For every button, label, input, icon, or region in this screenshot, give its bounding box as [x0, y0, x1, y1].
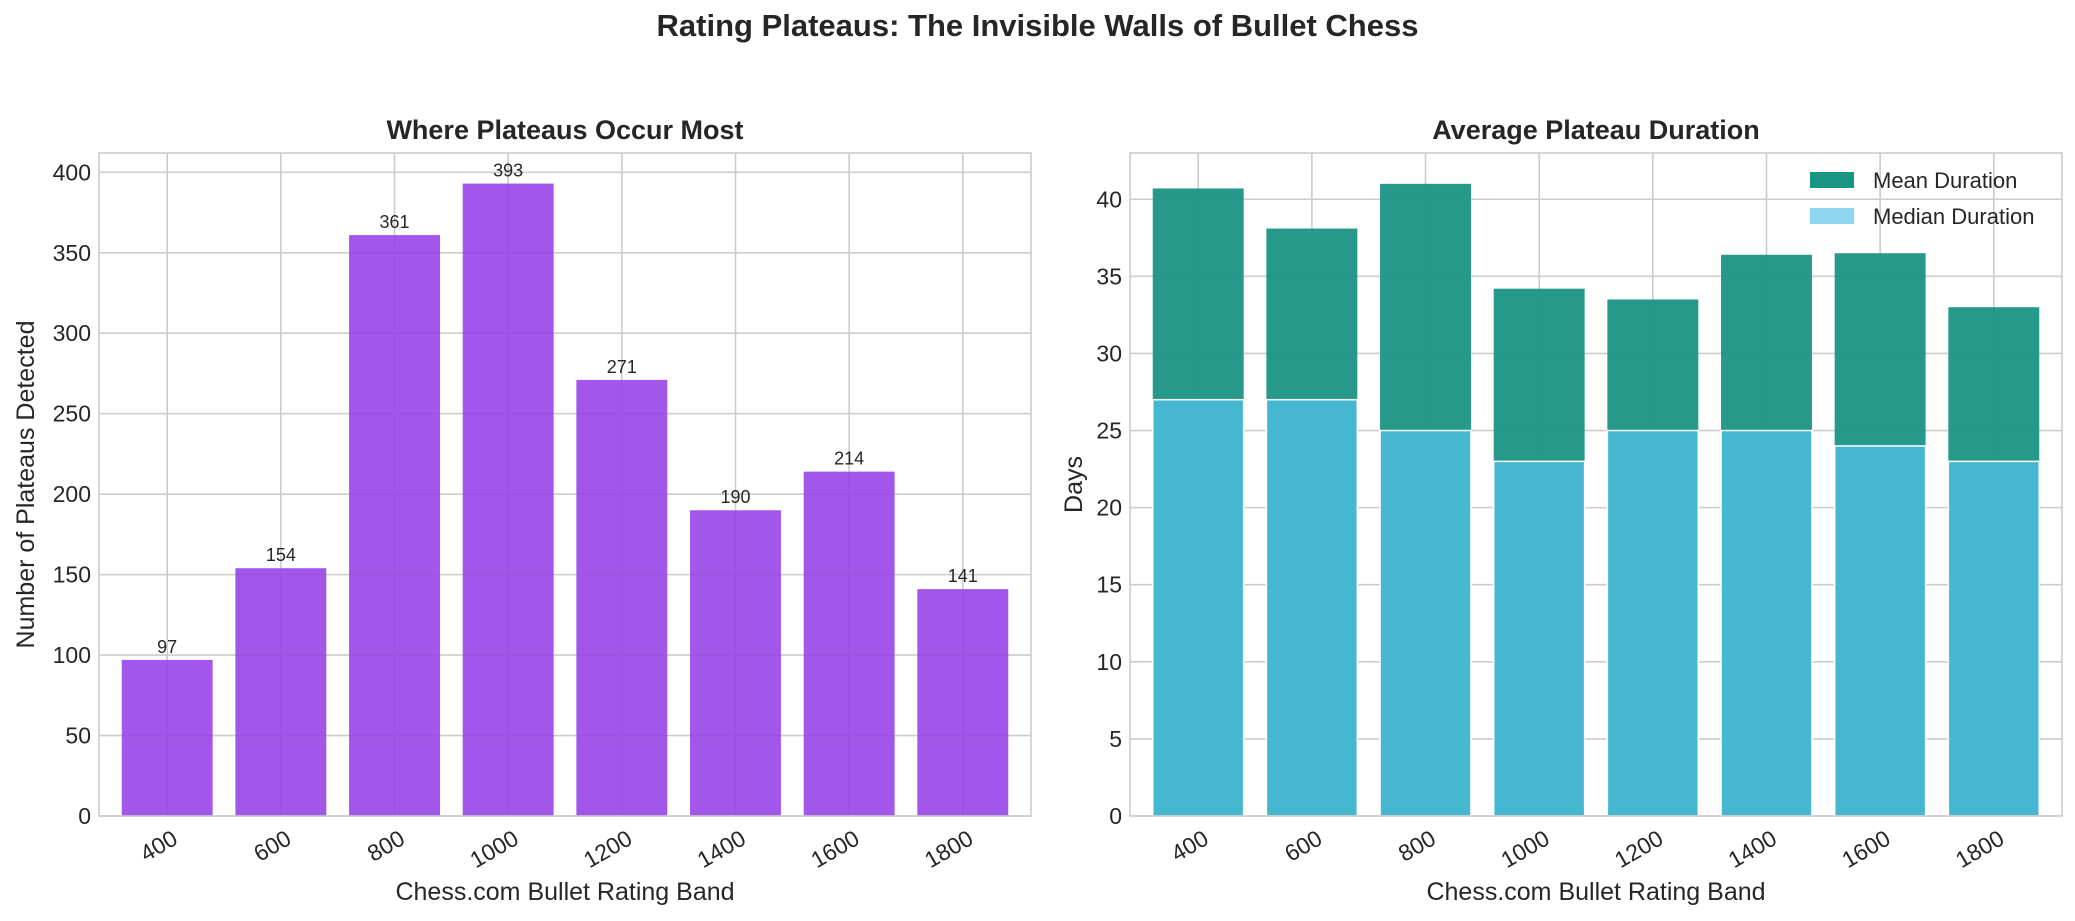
data-label-1800: 141 [948, 566, 978, 586]
median-bar-600 [1265, 398, 1359, 817]
median-bar-1200 [1606, 429, 1700, 817]
x-tick-label-1800: 1800 [1951, 825, 2008, 873]
y-tick-label: 40 [1096, 186, 1122, 212]
bar-1000 [462, 183, 554, 816]
x-axis-label: Chess.com Bullet Rating Band [1426, 878, 1765, 906]
x-tick-label-1600: 1600 [1837, 825, 1894, 873]
chart-title: Where Plateaus Occur Most [386, 115, 743, 145]
x-tick-label-800: 800 [1394, 825, 1440, 867]
chart-panel-2: 0 5 10 15 20 25 30 35 40 400 600 800 1000 1200 1400 160… [1060, 115, 2063, 906]
x-tick-label-600: 600 [249, 825, 295, 867]
x-tick-label-1400: 1400 [1724, 825, 1781, 873]
y-axis-label: Days [1060, 456, 1088, 513]
bar-800 [349, 235, 440, 817]
bar-1600 [803, 471, 895, 816]
y-axis-label: Number of Plateaus Detected [12, 321, 40, 649]
y-tick-label: 250 [53, 401, 91, 427]
median-bar-1400 [1720, 429, 1813, 817]
figure-title: Rating Plateaus: The Invisible Walls of … [656, 8, 1419, 43]
x-tick-label-1200: 1200 [579, 825, 636, 873]
y-tick-label: 400 [53, 159, 91, 185]
bar-1400 [690, 510, 781, 816]
data-label-1000: 393 [493, 161, 523, 181]
y-tick-label: 100 [53, 642, 91, 668]
x-tick-label-400: 400 [1166, 825, 1212, 867]
data-label-400: 97 [157, 637, 177, 657]
bar-600 [235, 568, 327, 816]
median-bar-800 [1379, 429, 1472, 817]
median-bar-1000 [1492, 460, 1586, 817]
bar-400 [121, 659, 213, 816]
bar-1200 [576, 379, 668, 816]
data-label-800: 361 [379, 212, 409, 232]
chart-title: Average Plateau Duration [1432, 115, 1760, 145]
median-bar-1600 [1833, 445, 1927, 817]
y-tick-label: 0 [1109, 803, 1122, 829]
data-label-600: 154 [266, 545, 296, 565]
y-tick-label: 350 [53, 240, 91, 266]
y-tick-label: 10 [1096, 649, 1122, 675]
legend-label-1: Mean Duration [1873, 168, 2017, 193]
y-tick-label: 50 [65, 723, 91, 749]
legend-swatch-2 [1810, 208, 1854, 224]
y-tick-label: 200 [53, 481, 91, 507]
y-tick-label: 20 [1096, 495, 1122, 521]
y-tick-label: 300 [53, 320, 91, 346]
legend-label-2: Median Duration [1873, 204, 2034, 229]
x-tick-label-1000: 1000 [465, 825, 522, 873]
x-tick-label-800: 800 [363, 825, 409, 867]
median-bar-400 [1151, 398, 1245, 817]
y-tick-label: 35 [1096, 263, 1122, 289]
x-tick-label-1200: 1200 [1610, 825, 1667, 873]
axes-frame [98, 152, 1032, 817]
data-label-1200: 271 [607, 357, 637, 377]
x-tick-label-1800: 1800 [920, 825, 977, 873]
x-tick-label-1600: 1600 [806, 825, 863, 873]
median-bar-1800 [1947, 460, 2041, 817]
bar-1800 [917, 589, 1009, 816]
y-tick-label: 30 [1096, 340, 1122, 366]
x-tick-label-1400: 1400 [693, 825, 750, 873]
data-label-1400: 190 [720, 487, 750, 507]
x-tick-label-600: 600 [1280, 825, 1326, 867]
y-tick-label: 15 [1096, 572, 1122, 598]
x-axis-label: Chess.com Bullet Rating Band [395, 878, 734, 906]
y-tick-label: 150 [53, 562, 91, 588]
legend: Mean Duration Median Duration [1810, 168, 2034, 229]
data-label-1600: 214 [834, 449, 864, 469]
legend-swatch-1 [1810, 172, 1854, 188]
y-tick-label: 5 [1109, 726, 1122, 752]
x-tick-label-1000: 1000 [1496, 825, 1553, 873]
y-tick-label: 25 [1096, 418, 1122, 444]
chart-panel-1: 97 154 361 393 271 190 214 141 0 50 100 150 200 250 30… [12, 115, 1032, 906]
axes-frame [1129, 152, 2063, 817]
x-tick-label-400: 400 [135, 825, 181, 867]
y-tick-label: 0 [78, 803, 91, 829]
